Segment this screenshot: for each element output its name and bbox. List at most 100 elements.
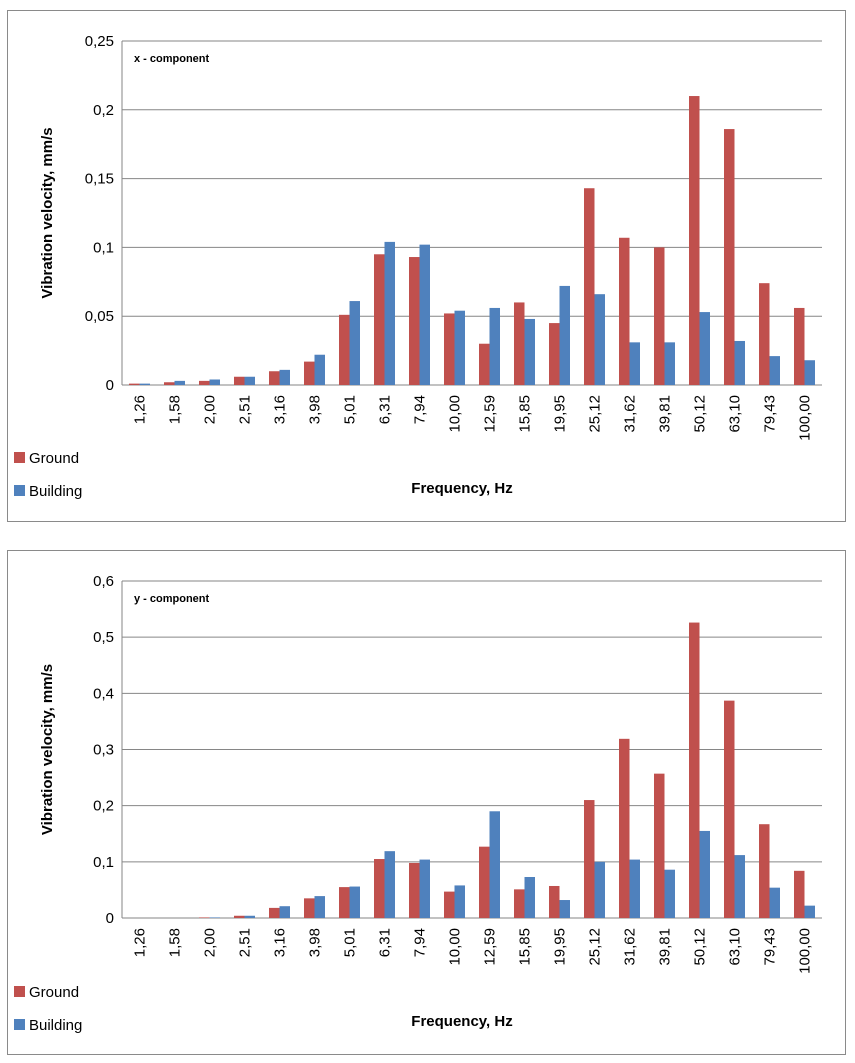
bar-building-15 bbox=[664, 342, 675, 385]
bar-ground-1 bbox=[164, 382, 175, 385]
bar-ground-3 bbox=[234, 376, 245, 385]
x-tick-label: 50,12 bbox=[692, 395, 709, 433]
bar-ground-7 bbox=[374, 254, 385, 385]
y-tick-label: 0,15 bbox=[85, 171, 114, 188]
bar-building-4 bbox=[279, 906, 290, 918]
x-tick-label: 39,81 bbox=[657, 928, 674, 966]
bar-building-9 bbox=[454, 310, 465, 385]
bar-ground-14 bbox=[619, 738, 630, 918]
x-tick-label: 5,01 bbox=[342, 928, 359, 957]
bar-ground-16 bbox=[689, 96, 700, 385]
x-tick-label: 31,62 bbox=[622, 928, 639, 966]
bar-ground-5 bbox=[304, 898, 315, 918]
bar-ground-15 bbox=[654, 247, 665, 385]
x-tick-label: 39,81 bbox=[657, 395, 674, 433]
bar-building-18 bbox=[769, 887, 780, 918]
bar-ground-19 bbox=[794, 870, 805, 918]
bar-building-11 bbox=[524, 318, 535, 385]
y-axis-title: Vibration velocity, mm/s bbox=[39, 127, 56, 298]
x-tick-label: 3,16 bbox=[272, 928, 289, 957]
x-axis-title: Frequency, Hz bbox=[411, 1013, 512, 1030]
bar-building-10 bbox=[489, 811, 500, 918]
bar-ground-14 bbox=[619, 237, 630, 385]
bar-ground-12 bbox=[549, 323, 560, 385]
bar-building-6 bbox=[349, 301, 360, 385]
bar-ground-17 bbox=[724, 700, 735, 918]
x-tick-label: 12,59 bbox=[482, 928, 499, 966]
x-tick-label: 2,51 bbox=[237, 395, 254, 424]
bar-ground-0 bbox=[129, 383, 140, 385]
bar-ground-6 bbox=[339, 887, 350, 918]
x-tick-label: 19,95 bbox=[552, 395, 569, 433]
y-axis-title: Vibration velocity, mm/s bbox=[39, 664, 56, 835]
bar-ground-15 bbox=[654, 773, 665, 918]
x-tick-label: 25,12 bbox=[587, 395, 604, 433]
bar-building-18 bbox=[769, 356, 780, 385]
bar-ground-18 bbox=[759, 283, 770, 385]
bar-building-3 bbox=[244, 376, 255, 385]
x-tick-label: 1,26 bbox=[132, 928, 149, 957]
y-tick-label: 0,2 bbox=[93, 102, 114, 119]
bar-building-17 bbox=[734, 340, 745, 385]
bar-ground-2 bbox=[199, 917, 210, 918]
x-tick-label: 3,16 bbox=[272, 395, 289, 424]
legend-swatch-building bbox=[14, 485, 25, 496]
bar-building-5 bbox=[314, 896, 325, 918]
component-label: x - component bbox=[134, 53, 210, 65]
x-tick-label: 10,00 bbox=[447, 928, 464, 966]
x-tick-label: 6,31 bbox=[377, 395, 394, 424]
bar-ground-3 bbox=[234, 915, 245, 918]
legend-label-building: Building bbox=[29, 1017, 82, 1034]
bar-ground-18 bbox=[759, 824, 770, 918]
bar-ground-10 bbox=[479, 846, 490, 918]
bar-ground-4 bbox=[269, 907, 280, 918]
bar-building-10 bbox=[489, 307, 500, 385]
x-tick-label: 79,43 bbox=[762, 928, 779, 966]
x-tick-label: 63,10 bbox=[727, 928, 744, 966]
y-tick-label: 0,1 bbox=[93, 239, 114, 256]
x-tick-label: 15,85 bbox=[517, 395, 534, 433]
y-tick-label: 0,4 bbox=[93, 685, 114, 702]
y-tick-label: 0 bbox=[106, 377, 114, 394]
bar-ground-2 bbox=[199, 380, 210, 385]
y-tick-label: 0 bbox=[106, 910, 114, 927]
bar-building-11 bbox=[524, 876, 535, 918]
chart-y-component: 0 0,1 0,2 0,3 0,4 0,5 0,6 1,26 1,58 2,00 2,51 3,16 3… bbox=[14, 573, 822, 1034]
bar-building-2 bbox=[209, 917, 220, 918]
x-tick-label: 7,94 bbox=[412, 395, 429, 424]
x-axis-title: Frequency, Hz bbox=[411, 480, 512, 497]
bar-building-15 bbox=[664, 869, 675, 918]
x-tick-label: 3,98 bbox=[307, 395, 324, 424]
x-tick-label: 10,00 bbox=[447, 395, 464, 433]
x-tick-label: 1,58 bbox=[167, 395, 184, 424]
x-tick-label: 2,00 bbox=[202, 928, 219, 957]
bar-building-1 bbox=[174, 380, 185, 385]
bar-building-7 bbox=[384, 851, 395, 918]
x-tick-label: 100,00 bbox=[797, 928, 814, 974]
bar-ground-9 bbox=[444, 313, 455, 385]
y-tick-label: 0,3 bbox=[93, 742, 114, 759]
x-tick-label: 5,01 bbox=[342, 395, 359, 424]
x-tick-label: 6,31 bbox=[377, 928, 394, 957]
bar-building-19 bbox=[804, 905, 815, 918]
x-tick-label: 1,26 bbox=[132, 395, 149, 424]
bar-building-14 bbox=[629, 342, 640, 385]
x-tick-label: 25,12 bbox=[587, 928, 604, 966]
legend-label-building: Building bbox=[29, 483, 82, 500]
bar-building-14 bbox=[629, 859, 640, 918]
bar-building-8 bbox=[419, 859, 430, 918]
x-tick-label: 2,51 bbox=[237, 928, 254, 957]
x-tick-label: 19,95 bbox=[552, 928, 569, 966]
bar-building-16 bbox=[699, 312, 710, 385]
y-tick-label: 0,2 bbox=[93, 798, 114, 815]
x-tick-label: 79,43 bbox=[762, 395, 779, 433]
bar-ground-10 bbox=[479, 343, 490, 385]
x-tick-label: 100,00 bbox=[797, 395, 814, 441]
x-tick-label: 7,94 bbox=[412, 928, 429, 957]
y-tick-label: 0,5 bbox=[93, 629, 114, 646]
component-label: y - component bbox=[134, 593, 210, 605]
chart-panel-y-component: 0 0,1 0,2 0,3 0,4 0,5 0,6 1,26 1,58 2,00 2,51 3,16 3… bbox=[7, 550, 846, 1055]
y-tick-label: 0,6 bbox=[93, 573, 114, 590]
bar-building-17 bbox=[734, 855, 745, 918]
bar-ground-5 bbox=[304, 361, 315, 385]
